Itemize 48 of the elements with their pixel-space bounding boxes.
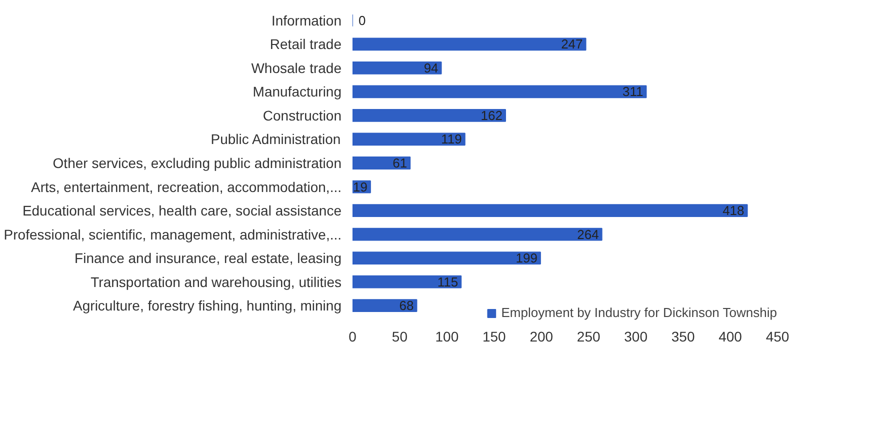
y-tick-label: Arts, entertainment, recreation, accommodation,... (31, 178, 342, 195)
y-tick-label: Construction (262, 107, 342, 124)
data-label: 115 (437, 274, 458, 290)
y-tick-label: Retail trade (270, 36, 342, 52)
bar (352, 85, 647, 98)
x-tick-label: 450 (766, 328, 790, 344)
x-tick-label: 350 (671, 328, 695, 344)
x-tick-label: 200 (530, 328, 554, 344)
data-label: 199 (516, 250, 538, 266)
y-tick-label: Professional, scientific, management, administrative,... (4, 226, 342, 242)
data-label: 418 (722, 203, 744, 218)
y-tick-label: Information (271, 12, 342, 28)
bar (352, 38, 586, 51)
y-tick-label: Transportation and warehousing, utilities (90, 274, 342, 290)
x-tick-label: 150 (482, 328, 506, 344)
data-label: 19 (352, 179, 368, 194)
bar (352, 109, 506, 122)
bar (352, 275, 462, 288)
bar (352, 204, 748, 217)
bar (352, 62, 442, 74)
bar (352, 299, 418, 312)
x-tick-label: 250 (576, 328, 601, 344)
y-tick-label: Agriculture, forestry fishing, hunting, mining (73, 298, 342, 314)
data-label: 162 (480, 108, 503, 123)
x-tick-label: 400 (718, 328, 742, 344)
y-tick-label: Finance and insurance, real estate, leasing (74, 250, 342, 266)
bar (352, 132, 466, 146)
x-tick-label: 50 (392, 328, 408, 344)
legend-label: Employment by Industry for Dickinson Township (501, 305, 777, 320)
data-label: 311 (622, 84, 644, 100)
data-label: 68 (399, 298, 414, 314)
x-tick-label: 0 (348, 328, 357, 344)
data-label: 247 (561, 36, 583, 52)
y-tick-label: Other services, excluding public administration (52, 155, 342, 171)
y-tick-label: Educational services, health care, social assistance (22, 202, 342, 219)
y-tick-label: Public Administration (210, 131, 341, 148)
data-label: 0 (358, 12, 366, 28)
bar (352, 156, 411, 170)
bar (352, 252, 541, 264)
data-label: 264 (577, 226, 599, 242)
y-tick-label: Whosale trade (251, 60, 342, 76)
x-tick-label: 100 (435, 328, 459, 344)
bar (352, 228, 602, 241)
x-tick-label: 300 (624, 328, 648, 344)
y-tick-label: Manufacturing (252, 84, 342, 100)
data-label: 119 (441, 132, 462, 147)
data-label: 61 (392, 156, 408, 170)
data-label: 94 (424, 60, 438, 76)
